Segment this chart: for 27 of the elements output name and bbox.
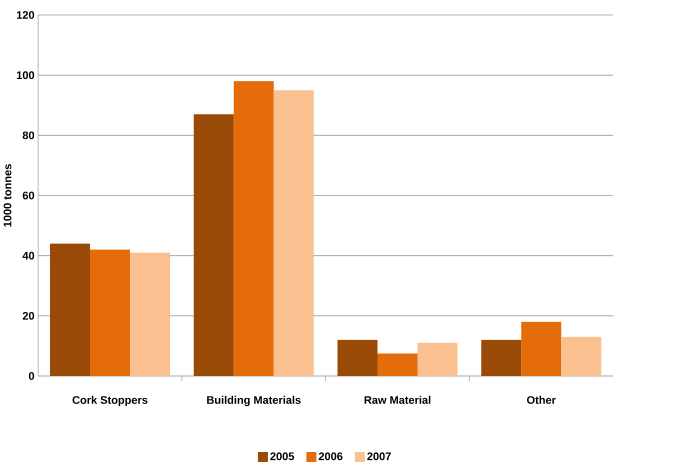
bar <box>90 250 130 376</box>
bar <box>338 340 378 376</box>
y-tick-label: 40 <box>22 252 34 260</box>
bar <box>418 342 458 376</box>
y-tick-label: 60 <box>22 192 34 200</box>
bar <box>194 114 234 376</box>
x-tick-label: Other <box>527 396 556 404</box>
bar <box>274 90 314 376</box>
bar <box>561 336 602 376</box>
bar <box>130 252 170 376</box>
x-tick-label: Raw Material <box>364 396 430 404</box>
y-tick-label: 120 <box>16 11 34 19</box>
x-tick-label: Building Materials <box>207 396 301 406</box>
x-tick-label: Cork Stoppers <box>72 396 148 406</box>
y-tick-label: 20 <box>22 312 34 320</box>
legend-label: 2006 <box>318 452 342 460</box>
legend-label: 2007 <box>367 452 391 460</box>
y-axis-title: 1000 tonnes <box>4 164 12 227</box>
bar <box>481 340 522 376</box>
bar <box>521 322 562 376</box>
legend-label: 2005 <box>270 452 294 460</box>
bar <box>378 353 418 376</box>
y-tick-label: 80 <box>22 131 34 140</box>
bar <box>50 244 90 376</box>
y-tick-label: 100 <box>16 71 34 80</box>
bar <box>234 81 274 376</box>
y-tick-label: 0 <box>28 372 34 380</box>
